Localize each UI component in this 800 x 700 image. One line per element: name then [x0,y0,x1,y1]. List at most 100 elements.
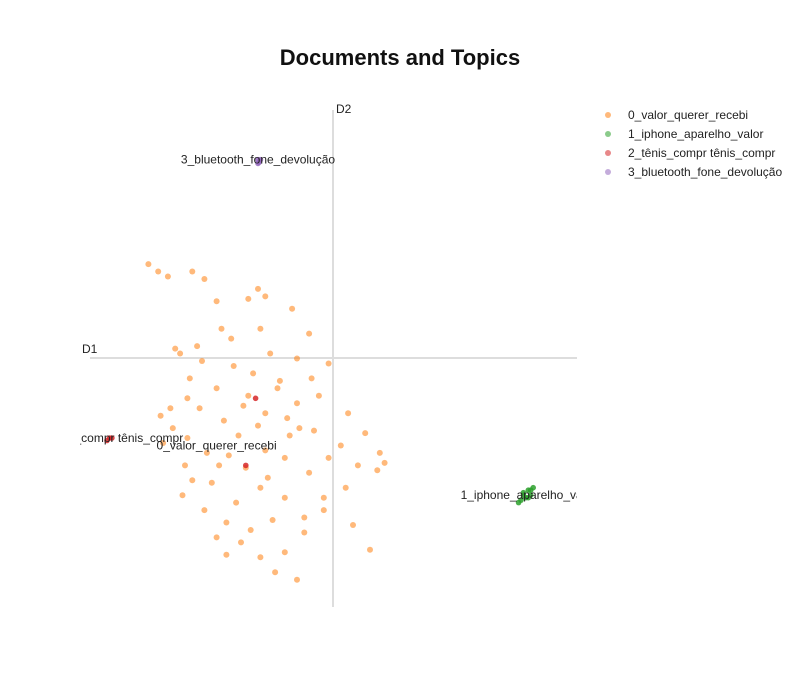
point-series-0 [230,363,237,369]
point-series-0 [160,440,167,446]
point-series-0 [274,385,281,392]
point-series-0 [350,522,356,528]
point-series-0 [184,435,191,441]
point-series-0 [245,295,252,302]
point-series-0 [272,569,279,576]
point-series-0 [281,454,288,461]
point-series-0 [223,519,230,526]
point-series-0 [184,395,191,402]
y-axis-label: D2 [336,102,352,116]
point-series-0 [306,469,313,476]
legend-entry-1[interactable]: 1_iphone_aparelho_valor [628,127,763,141]
point-series-0 [145,261,152,268]
point-series-0 [262,293,269,300]
point-series-3 [255,160,261,167]
point-series-0 [257,484,264,491]
point-series-0 [296,425,303,432]
point-series-0 [374,467,381,474]
point-series-0 [196,405,203,412]
point-series-0 [218,325,225,332]
point-series-0 [281,549,288,556]
point-series-0 [269,517,276,523]
point-series-0 [216,462,223,469]
point-series-0 [247,527,254,533]
point-series-0 [201,507,208,514]
point-series-0 [267,350,274,357]
topic-label-0: 0_valor_querer_recebi [157,439,277,453]
legend: 0_valor_querer_recebi 1_iphone_aparelho_v… [605,108,782,179]
point-series-0 [186,375,193,382]
topic-labels: 0_valor_querer_recebi 1_iphone_aparelho_v… [36,153,596,503]
point-series-0 [238,539,244,546]
topic-label-1: 1_iphone_aparelho_valor [461,488,596,502]
point-series-0 [325,360,332,367]
point-series-0 [164,273,171,280]
legend-marker-3 [605,169,611,175]
point-series-0 [362,430,369,437]
point-series-0 [262,410,269,417]
point-series-0 [354,462,361,469]
point-series-0 [155,268,162,275]
point-series-0 [225,452,232,459]
point-series-0 [257,554,264,561]
point-series-2 [252,395,259,402]
x-axis-label: D1 [82,342,98,356]
point-series-0 [320,494,327,501]
point-series-0 [376,449,383,456]
point-series-0 [213,534,220,541]
point-series-0 [189,268,196,275]
point-series-2 [243,462,249,469]
point-series-0 [157,412,164,419]
point-series-0 [201,276,208,282]
point-series-0 [286,432,293,439]
point-series-0 [337,442,344,449]
legend-entry-2[interactable]: 2_tênis_compr tênis_compr [628,146,775,160]
point-series-1 [520,492,527,499]
legend-marker-1 [605,131,611,137]
point-series-2 [109,435,115,441]
legend-marker-0 [605,112,611,118]
point-series-0 [294,355,300,362]
point-series-0 [199,358,205,364]
legend-entry-0[interactable]: 0_valor_querer_recebi [628,108,748,122]
point-series-0 [264,474,271,481]
topic-label-2: 2_tênis_compr tênis_compr [36,431,183,445]
legend-marker-2 [605,150,611,156]
point-series-0 [233,499,240,506]
point-series-1 [525,494,532,501]
point-series-0 [257,325,264,332]
point-series-0 [220,417,227,424]
point-series-0 [240,402,247,409]
point-series-0 [294,576,300,583]
point-series-0 [255,285,261,292]
point-series-0 [203,449,210,456]
point-series-0 [301,514,308,521]
point-series-0 [284,415,291,422]
point-series-0 [172,345,179,352]
point-series-0 [381,459,388,466]
point-series-0 [306,330,313,337]
point-series-0 [276,377,283,384]
topic-label-3: 3_bluetooth_fone_devolução [181,153,335,167]
point-series-0 [167,405,174,412]
point-series-0 [281,494,288,501]
point-series-0 [228,335,235,342]
legend-entry-3[interactable]: 3_bluetooth_fone_devolução [628,165,782,179]
point-series-0 [250,370,257,377]
point-series-0 [223,551,230,558]
point-series-0 [245,392,252,399]
point-series-0 [208,479,215,486]
point-series-0 [342,484,349,491]
point-series-0 [182,462,188,469]
point-series-0 [315,392,322,399]
point-series-0 [235,432,242,439]
point-series-0 [179,492,186,499]
point-series-1 [527,487,534,494]
point-series-0 [345,410,352,417]
point-series-0 [255,422,261,429]
point-series-1 [515,499,522,506]
point-series-2 [104,437,110,444]
point-series-0 [308,375,315,382]
point-series-0 [301,529,308,536]
point-series-0 [325,454,332,461]
